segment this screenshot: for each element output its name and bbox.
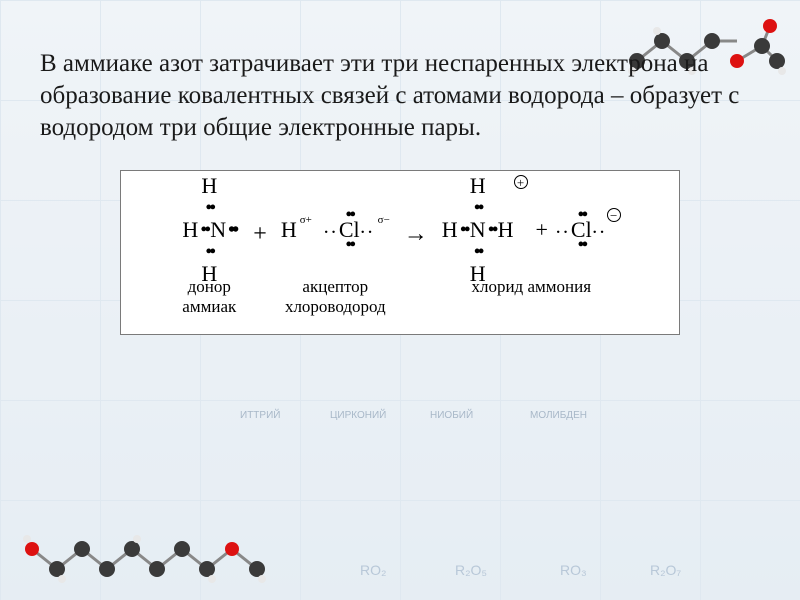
reagent-hcl: Hσ+ •• : Cl : •• σ− акцептор хлороводоро… xyxy=(281,185,390,316)
charge-minus: − xyxy=(607,208,621,222)
bg-elem: R₂O₇ xyxy=(650,562,681,578)
bond-dots: •• xyxy=(199,197,219,219)
atom-h: H xyxy=(468,175,488,197)
atom-n: N xyxy=(470,219,486,241)
atom-h: H xyxy=(281,217,297,243)
atom-h: H xyxy=(182,219,198,241)
product-ammonium-chloride: H •• H •• N •• H •• H + + xyxy=(442,185,621,297)
lone-pair-dots: : xyxy=(556,229,570,232)
bond-dots: •• xyxy=(199,241,219,263)
plus-sign: + xyxy=(536,217,548,243)
plus-sign: + xyxy=(253,221,267,248)
lone-pair-dots: •• xyxy=(345,238,353,252)
atom-n: N xyxy=(210,219,226,241)
atom-h: H xyxy=(199,175,219,197)
bond-dots: •• xyxy=(468,197,488,219)
bg-elem: RO₂ xyxy=(360,562,386,578)
sigma-minus: σ− xyxy=(378,214,390,226)
molecule-bottom-left-icon xyxy=(12,514,292,594)
bg-elem: ИТТРИЙ xyxy=(240,410,280,421)
bg-elem: R₂O₅ xyxy=(455,562,487,578)
reagent-label: хлороводород xyxy=(285,297,386,317)
atom-h: H xyxy=(498,219,514,241)
reagent-label: акцептор xyxy=(285,277,386,297)
bond-dots: •• xyxy=(200,220,208,240)
lone-pair-dots: : xyxy=(593,229,607,232)
bond-dots: •• xyxy=(460,220,468,240)
main-paragraph: В аммиаке азот затрачивает эти три неспа… xyxy=(40,48,760,144)
bg-elem: ЦИРКОНИЙ xyxy=(330,410,386,421)
atom-h: H xyxy=(442,219,458,241)
product-label: хлорид аммония xyxy=(471,277,591,297)
bg-elem: НИОБИЙ xyxy=(430,410,473,421)
slide-content: В аммиаке азот затрачивает эти три неспа… xyxy=(0,0,800,335)
reaction-arrow: → xyxy=(404,221,428,248)
bond-dots: •• xyxy=(488,220,496,240)
bond-dots: •• xyxy=(468,241,488,263)
reagent-ammonia: H •• H •• N •• •• H донор аммиак xyxy=(179,185,239,316)
lone-pair-dots: •• xyxy=(228,220,236,240)
reaction-diagram: H •• H •• N •• •• H донор аммиак + xyxy=(120,170,680,335)
bg-elem: МОЛИБДЕН xyxy=(530,410,587,421)
lone-pair-dots: : xyxy=(361,229,375,232)
reagent-label: аммиак xyxy=(182,297,236,317)
sigma-plus: σ+ xyxy=(300,214,312,226)
charge-plus: + xyxy=(514,175,528,189)
reagent-label: донор xyxy=(182,277,236,297)
bond-dots: : xyxy=(324,229,338,232)
bg-elem: RO₃ xyxy=(560,562,587,578)
lone-pair-dots: •• xyxy=(577,238,585,252)
